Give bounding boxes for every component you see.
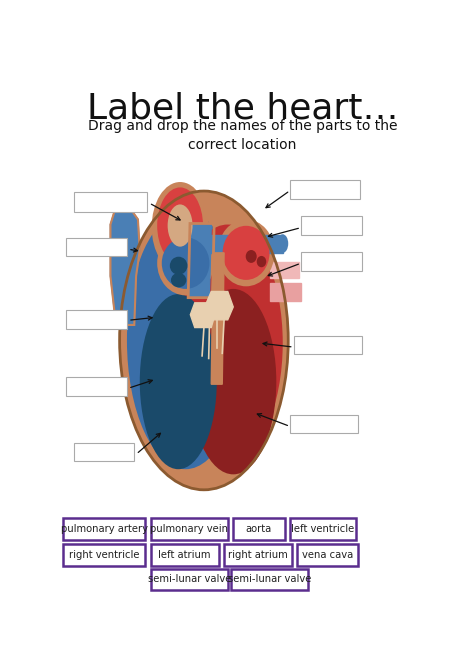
- Text: right atrium: right atrium: [228, 550, 288, 560]
- FancyBboxPatch shape: [151, 569, 228, 590]
- Text: Label the heart…: Label the heart…: [87, 92, 398, 126]
- FancyBboxPatch shape: [231, 569, 308, 590]
- FancyBboxPatch shape: [74, 192, 147, 211]
- FancyBboxPatch shape: [301, 252, 361, 271]
- Text: pulmonary vein: pulmonary vein: [150, 524, 228, 534]
- FancyBboxPatch shape: [298, 544, 358, 565]
- Text: left atrium: left atrium: [158, 550, 211, 560]
- Text: pulmonary artery: pulmonary artery: [61, 524, 148, 534]
- FancyBboxPatch shape: [63, 544, 145, 565]
- Ellipse shape: [173, 225, 283, 462]
- FancyBboxPatch shape: [66, 377, 127, 395]
- Ellipse shape: [170, 257, 187, 275]
- Ellipse shape: [127, 211, 244, 469]
- Polygon shape: [189, 225, 211, 296]
- FancyBboxPatch shape: [74, 443, 134, 462]
- Polygon shape: [195, 235, 283, 253]
- Ellipse shape: [140, 294, 217, 469]
- Ellipse shape: [223, 226, 270, 280]
- Ellipse shape: [245, 250, 257, 263]
- FancyBboxPatch shape: [301, 216, 361, 235]
- Polygon shape: [206, 292, 233, 320]
- Text: left ventricle: left ventricle: [291, 524, 355, 534]
- FancyBboxPatch shape: [233, 518, 285, 540]
- Ellipse shape: [277, 234, 288, 253]
- FancyBboxPatch shape: [290, 180, 359, 199]
- Text: aorta: aorta: [246, 524, 272, 534]
- FancyBboxPatch shape: [151, 518, 228, 540]
- Ellipse shape: [257, 256, 266, 268]
- FancyBboxPatch shape: [294, 336, 361, 355]
- Polygon shape: [190, 303, 215, 328]
- Polygon shape: [270, 283, 301, 301]
- Ellipse shape: [218, 219, 274, 286]
- FancyBboxPatch shape: [151, 544, 219, 565]
- Text: semi-lunar valve: semi-lunar valve: [228, 575, 312, 585]
- FancyBboxPatch shape: [66, 310, 127, 328]
- Ellipse shape: [171, 273, 186, 288]
- Text: vena cava: vena cava: [302, 550, 353, 560]
- Polygon shape: [270, 262, 299, 278]
- Ellipse shape: [190, 289, 276, 474]
- Ellipse shape: [152, 182, 209, 272]
- Ellipse shape: [167, 205, 193, 247]
- Text: semi-lunar valve: semi-lunar valve: [148, 575, 231, 585]
- FancyBboxPatch shape: [290, 518, 356, 540]
- Ellipse shape: [157, 187, 203, 264]
- Text: right ventricle: right ventricle: [69, 550, 139, 560]
- FancyBboxPatch shape: [224, 544, 292, 565]
- Ellipse shape: [157, 231, 214, 295]
- FancyBboxPatch shape: [290, 415, 358, 433]
- FancyBboxPatch shape: [66, 238, 127, 256]
- Ellipse shape: [120, 191, 288, 490]
- Polygon shape: [211, 253, 224, 384]
- FancyBboxPatch shape: [63, 518, 145, 540]
- Text: Drag and drop the names of the parts to the
correct location: Drag and drop the names of the parts to …: [88, 119, 397, 152]
- Polygon shape: [110, 207, 140, 325]
- Ellipse shape: [162, 237, 210, 289]
